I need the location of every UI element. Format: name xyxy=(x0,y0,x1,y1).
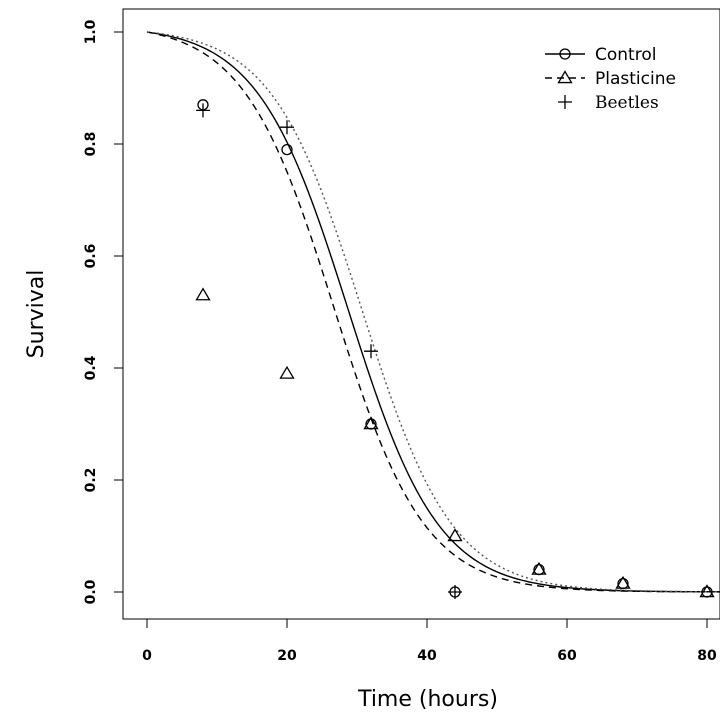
data-points xyxy=(195,99,715,599)
fit-curves xyxy=(146,31,720,593)
y-tick-label: 0.8 xyxy=(83,132,99,157)
point-plasticine xyxy=(531,561,547,575)
x-tick-label: 0 xyxy=(142,648,152,664)
legend-label-beetles: Beetles xyxy=(595,93,659,113)
point-beetles xyxy=(280,120,294,135)
x-tick-label: 40 xyxy=(417,648,437,664)
legend-label-plasticine: Plasticine xyxy=(595,69,676,89)
x-axis: 0 20 40 60 80 xyxy=(142,618,717,664)
point-control xyxy=(281,143,293,156)
point-beetles xyxy=(196,103,210,118)
legend-marker-beetles xyxy=(558,95,572,109)
x-axis-title: Time (hours) xyxy=(357,687,498,712)
legend-marker-control xyxy=(559,48,571,60)
fit-curve-plasticine xyxy=(146,31,720,593)
fit-curve-beetles xyxy=(146,31,720,593)
point-plasticine xyxy=(279,365,295,379)
y-tick-label: 0.0 xyxy=(83,579,99,604)
point-plasticine xyxy=(447,528,463,542)
y-tick-label: 0.6 xyxy=(83,244,99,269)
point-plasticine xyxy=(615,575,631,589)
y-tick-label: 0.4 xyxy=(83,355,99,380)
point-beetles xyxy=(364,344,378,359)
legend-marker-plasticine xyxy=(557,70,573,84)
y-tick-label: 1.0 xyxy=(83,19,99,44)
y-axis-title: Survival xyxy=(24,270,49,359)
legend: Control Plasticine Beetles xyxy=(545,45,676,113)
point-plasticine xyxy=(195,287,211,301)
point-plasticine xyxy=(699,584,715,598)
y-axis: 0.0 0.2 0.4 0.6 0.8 1.0 xyxy=(83,19,124,604)
point-beetles xyxy=(448,585,462,599)
x-tick-label: 20 xyxy=(277,648,297,664)
legend-label-control: Control xyxy=(595,45,656,65)
x-tick-label: 80 xyxy=(697,648,717,664)
point-plasticine xyxy=(363,416,379,430)
x-tick-label: 60 xyxy=(557,648,577,664)
y-tick-label: 0.2 xyxy=(83,468,99,493)
fit-curve-control xyxy=(146,31,720,593)
